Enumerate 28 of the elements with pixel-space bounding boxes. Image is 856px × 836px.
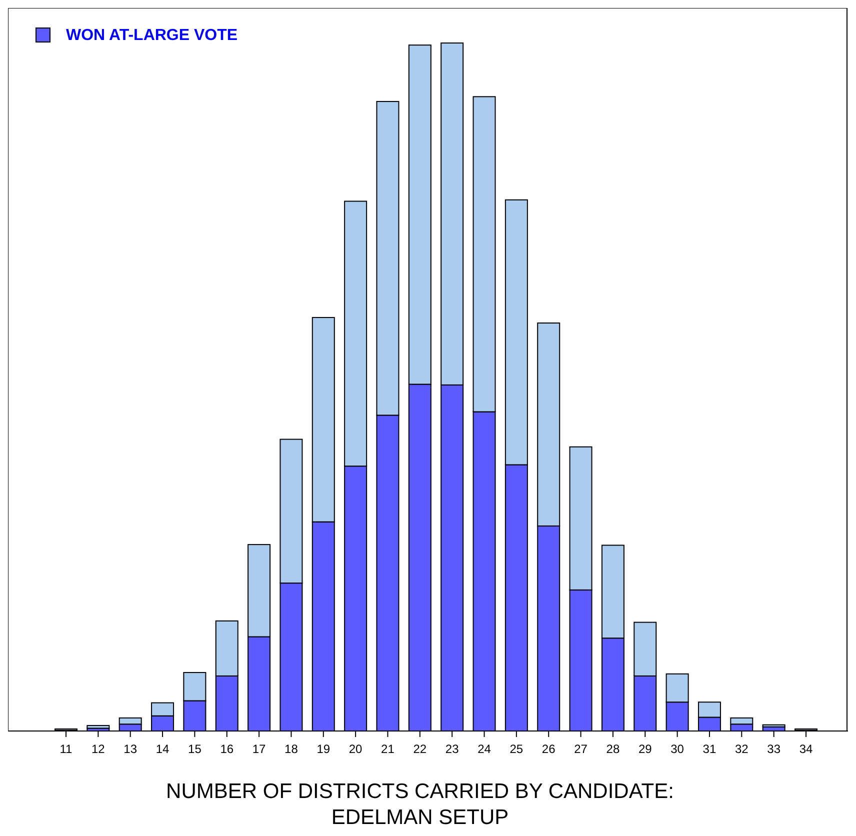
x-tick-label: 13 <box>124 742 138 756</box>
x-tick-label: 18 <box>284 742 298 756</box>
x-tick-label: 27 <box>574 742 588 756</box>
x-tick-label: 14 <box>156 742 170 756</box>
x-tick-label: 11 <box>60 742 73 756</box>
x-tick-label: 26 <box>542 742 556 756</box>
x-tick-label: 29 <box>638 742 652 756</box>
x-tick-label: 20 <box>348 742 363 756</box>
x-tick-label: 31 <box>702 742 716 756</box>
x-tick-label: 32 <box>734 742 749 756</box>
x-tick-label: 23 <box>445 742 460 756</box>
x-tick-label: 12 <box>91 742 106 756</box>
x-tick-label: 15 <box>188 742 202 756</box>
x-axis-title: NUMBER OF DISTRICTS CARRIED BY CANDIDATE: EDELMAN SETUP <box>166 780 674 829</box>
x-tick-label: 25 <box>510 742 524 756</box>
bar <box>86 724 110 729</box>
x-tick-label: 30 <box>670 742 684 756</box>
x-tick-label: 22 <box>413 742 427 756</box>
x-tick-label: 24 <box>478 742 492 756</box>
x-tick-label: 21 <box>381 742 395 756</box>
x-tick-label: 34 <box>799 742 813 756</box>
x-tick-label: 28 <box>606 742 620 756</box>
legend-label: WON AT-LARGE VOTE <box>66 27 238 44</box>
x-tick-label: 33 <box>767 742 781 756</box>
x-tick-label: 19 <box>316 742 330 756</box>
bar <box>762 724 786 728</box>
x-tick-label: 16 <box>220 742 234 756</box>
x-tick-label: 17 <box>252 742 266 756</box>
